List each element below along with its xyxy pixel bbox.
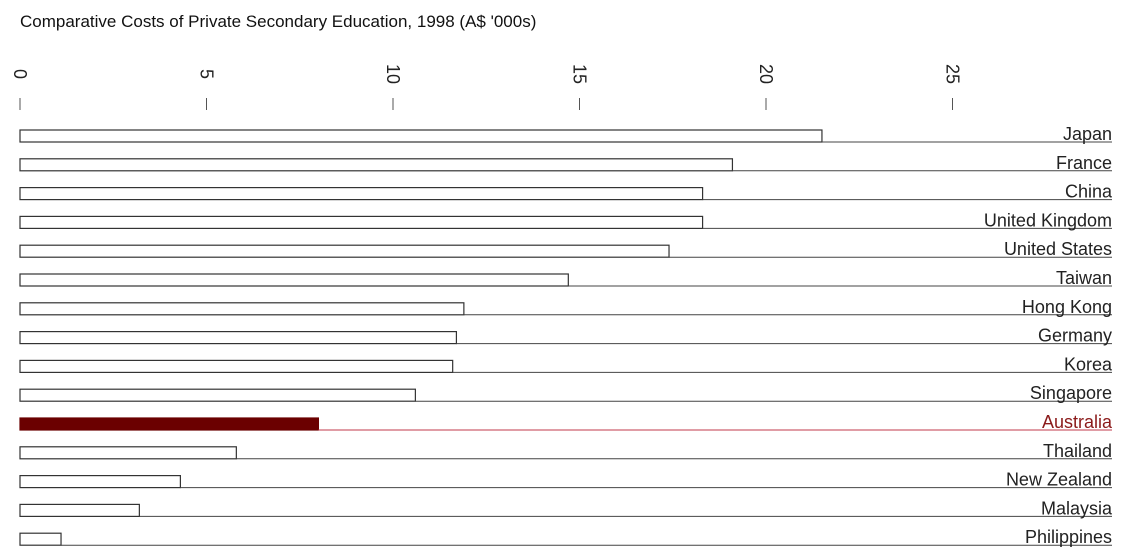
- bar-china: [19, 187, 704, 201]
- category-label: Germany: [1038, 326, 1112, 346]
- bar-united-kingdom: [19, 215, 704, 229]
- bar-philippines: [19, 532, 62, 546]
- bar-japan: [19, 129, 823, 143]
- x-tick-label: 20: [756, 64, 776, 84]
- bar-thailand: [19, 446, 237, 460]
- category-label: France: [1056, 153, 1112, 173]
- x-tick-label: 25: [943, 64, 963, 84]
- x-tick-label: 5: [197, 69, 217, 79]
- bar-united-states: [19, 244, 670, 258]
- category-label: New Zealand: [1006, 470, 1112, 490]
- value-axis: 0 5 10 15 20 25: [10, 64, 963, 110]
- category-label: Singapore: [1030, 383, 1112, 403]
- category-label: Philippines: [1025, 527, 1112, 547]
- x-tick-label: 15: [570, 64, 590, 84]
- category-label: United Kingdom: [984, 210, 1112, 230]
- category-label: United States: [1004, 239, 1112, 259]
- bar-singapore: [19, 388, 416, 402]
- bar-korea: [19, 359, 454, 373]
- bar-australia: [19, 417, 319, 431]
- bar-malaysia: [19, 503, 140, 517]
- category-label: Australia: [1042, 412, 1113, 432]
- bar-france: [19, 158, 734, 172]
- x-tick-label: 10: [383, 64, 403, 84]
- category-label: Thailand: [1043, 441, 1112, 461]
- category-label: Hong Kong: [1022, 297, 1112, 317]
- bars: Japan France China United Kingdom United Sta…: [19, 124, 1113, 547]
- category-label: Korea: [1064, 354, 1113, 374]
- x-tick-label: 0: [10, 69, 30, 79]
- chart-title: Comparative Costs of Private Secondary E…: [20, 12, 537, 31]
- bar-new-zealand: [19, 475, 181, 489]
- category-label: Malaysia: [1041, 498, 1113, 518]
- bar-hong-kong: [19, 302, 465, 316]
- bar-germany: [19, 331, 458, 345]
- category-label: Japan: [1063, 124, 1112, 144]
- category-label: China: [1065, 182, 1113, 202]
- category-label: Taiwan: [1056, 268, 1112, 288]
- bar-taiwan: [19, 273, 569, 287]
